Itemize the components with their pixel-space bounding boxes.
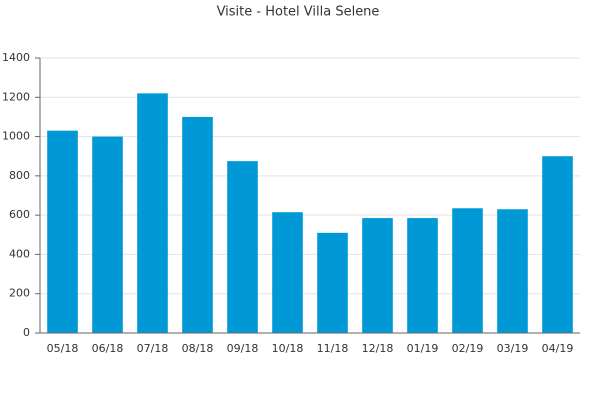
x-tick-label: 07/18	[137, 342, 169, 355]
x-tick-label: 04/19	[542, 342, 574, 355]
bar	[452, 208, 483, 333]
y-tick-label: 400	[9, 247, 30, 260]
bar	[317, 232, 348, 333]
x-tick-label: 10/18	[272, 342, 304, 355]
bar	[272, 212, 303, 333]
y-tick-label: 200	[9, 287, 30, 300]
y-tick-label: 1200	[2, 90, 30, 103]
y-tick-label: 0	[23, 326, 30, 339]
x-tick-label: 01/19	[407, 342, 439, 355]
y-tick-label: 1400	[2, 51, 30, 64]
bar	[92, 136, 123, 333]
x-tick-label: 03/19	[497, 342, 529, 355]
x-tick-label: 11/18	[317, 342, 349, 355]
bar	[407, 218, 438, 333]
bar	[362, 218, 393, 333]
y-tick-label: 1000	[2, 130, 30, 143]
bar	[497, 209, 528, 333]
x-tick-label: 08/18	[182, 342, 214, 355]
chart-title: Visite - Hotel Villa Selene	[217, 5, 380, 20]
x-tick-label: 02/19	[452, 342, 484, 355]
x-tick-label: 06/18	[92, 342, 124, 355]
x-tick-label: 09/18	[227, 342, 259, 355]
bar	[137, 93, 168, 333]
bar	[47, 130, 78, 333]
y-tick-label: 800	[9, 169, 30, 182]
x-tick-label: 12/18	[362, 342, 394, 355]
y-tick-label: 600	[9, 208, 30, 221]
bar	[542, 156, 573, 333]
x-tick-label: 05/18	[47, 342, 79, 355]
bar	[182, 116, 213, 333]
bar	[227, 161, 258, 333]
